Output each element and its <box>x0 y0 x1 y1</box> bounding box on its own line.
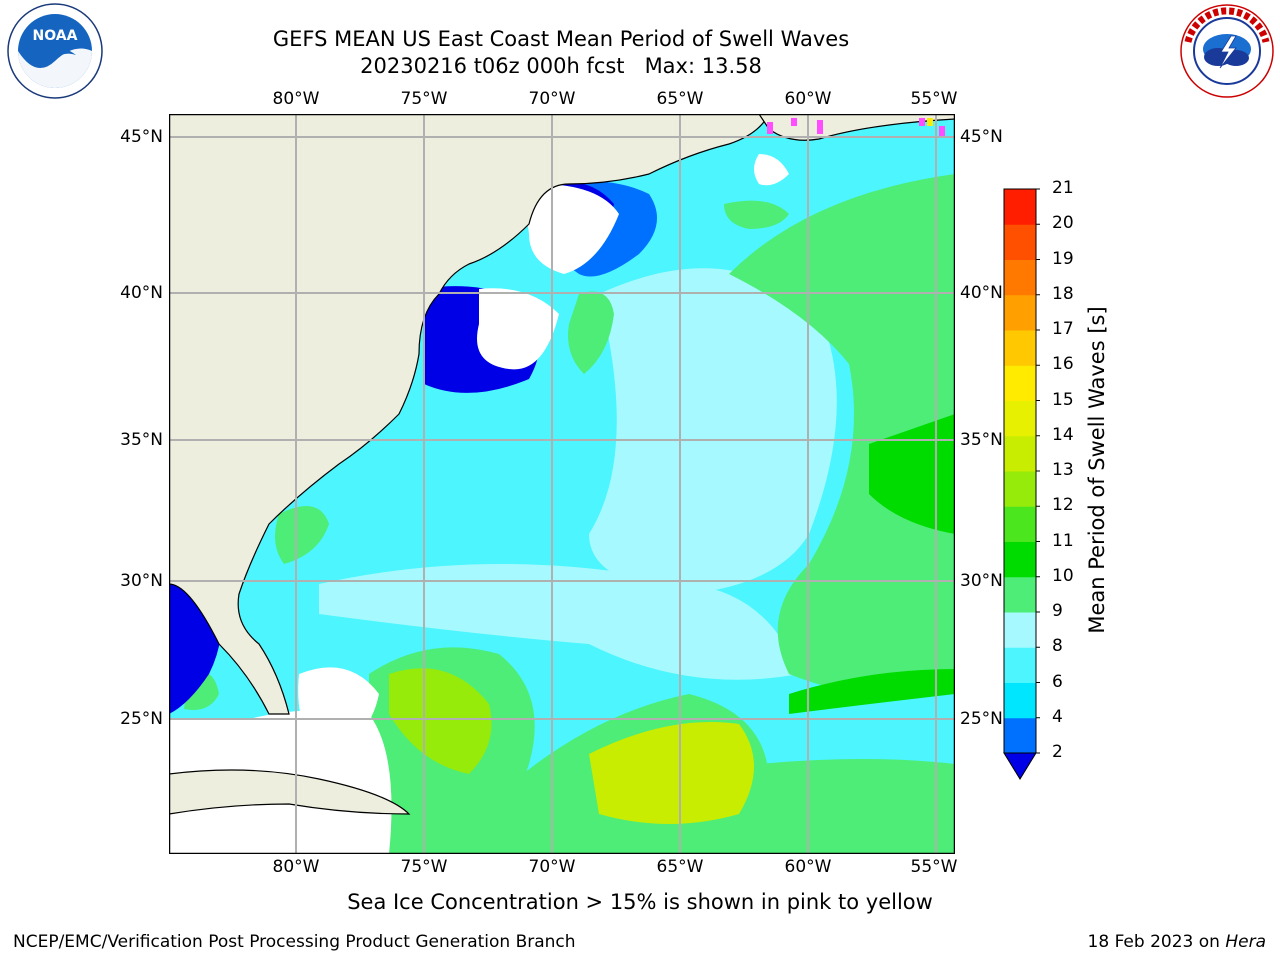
colorbar-tick-label: 17 <box>1052 319 1074 339</box>
footer-credit: NCEP/EMC/Verification Post Processing Pr… <box>13 932 576 952</box>
colorbar-tick-label: 10 <box>1052 565 1074 586</box>
colorbar-segment <box>1004 330 1036 366</box>
lon-label-top: 80°W <box>272 89 320 109</box>
swell-region-13-14s <box>589 722 754 824</box>
colorbar-tick-label: 20 <box>1052 213 1074 234</box>
colorbar-segment <box>1004 294 1036 331</box>
swell-region-9-10s <box>729 174 955 694</box>
colorbar-tick-label: 9 <box>1052 601 1063 621</box>
lon-label-bottom: 65°W <box>656 857 704 877</box>
cuba-land <box>169 769 411 815</box>
colorbar-tick-label: 11 <box>1052 530 1074 551</box>
sea-ice-marker <box>919 118 925 126</box>
colorbar-tick-label: 12 <box>1052 495 1074 516</box>
swell-region-10-11s <box>869 414 955 534</box>
colorbar-tick-label: 16 <box>1052 354 1074 375</box>
map-gridlines <box>169 114 955 854</box>
footer-machine-name: Hera <box>1225 932 1266 952</box>
colorbar-tick-label: 21 <box>1052 178 1074 198</box>
lat-label-right: 35°N <box>960 430 1003 450</box>
sea-ice-marker <box>791 118 797 126</box>
chart-subtitle: 20230216 t06z 000h fcst Max: 13.58 <box>360 54 762 78</box>
sea-ice-marker <box>767 122 773 134</box>
swell-region-12-13s <box>389 668 492 774</box>
colorbar-tick-label: 6 <box>1052 671 1063 692</box>
colorbar-tick-label: 14 <box>1052 424 1074 445</box>
colorbar-tick-label: 8 <box>1052 636 1063 657</box>
lon-label-top: 55°W <box>910 89 958 109</box>
sea-ice-marker <box>927 118 933 126</box>
colorbar-tick-label: 2 <box>1052 742 1063 762</box>
lon-label-bottom: 60°W <box>784 857 832 877</box>
swell-region-9-10s <box>275 506 329 564</box>
lat-label-left: 25°N <box>120 709 163 729</box>
colorbar-segment <box>1004 365 1036 401</box>
colorbar-tick-label: 19 <box>1052 248 1074 269</box>
colorbar-segment <box>1004 576 1036 613</box>
colorbar <box>1003 188 1040 780</box>
lat-label-right: 45°N <box>960 127 1003 147</box>
lon-label-bottom: 75°W <box>400 857 448 877</box>
colorbar-segment <box>1004 612 1036 648</box>
us-east-coast-land <box>169 114 770 715</box>
colorbar-tick-label: 13 <box>1052 460 1074 480</box>
noaa-logo: NOAA <box>7 3 103 99</box>
no-data-region <box>527 184 619 274</box>
no-data-region <box>477 288 559 370</box>
colorbar-segment <box>1004 541 1036 578</box>
swell-region-9-10s <box>759 759 955 854</box>
lat-label-left: 35°N <box>120 430 163 450</box>
noaa-logo-text: NOAA <box>33 28 78 44</box>
no-data-region <box>298 667 379 754</box>
lon-label-top: 60°W <box>784 89 832 109</box>
colorbar-segment <box>1004 259 1036 296</box>
lon-label-top: 65°W <box>656 89 704 109</box>
lat-label-left: 40°N <box>120 283 163 303</box>
map-frame <box>169 114 955 854</box>
lat-label-left: 30°N <box>120 571 163 591</box>
lat-label-right: 25°N <box>960 709 1003 729</box>
colorbar-segment <box>1004 224 1036 260</box>
lon-label-bottom: 55°W <box>910 857 958 877</box>
nws-logo <box>1180 4 1274 98</box>
lat-label-left: 45°N <box>120 127 163 147</box>
colorbar-title: Mean Period of Swell Waves [s] <box>1085 306 1109 634</box>
colorbar-segment <box>1004 189 1036 225</box>
colorbar-segment <box>1004 506 1036 542</box>
footer-date: 18 Feb 2023 on Hera <box>1088 932 1266 952</box>
colorbar-tick-label: 18 <box>1052 283 1074 304</box>
colorbar-segment <box>1004 717 1036 754</box>
colorbar-tick-label: 4 <box>1052 706 1063 727</box>
swell-region-9-10s <box>724 200 789 229</box>
colorbar-segment <box>1004 682 1036 719</box>
lat-label-right: 30°N <box>960 571 1003 591</box>
sea-ice-marker <box>817 120 823 134</box>
colorbar-extension <box>1003 752 1037 780</box>
swell-region-10-11s <box>789 669 955 714</box>
lon-label-bottom: 80°W <box>272 857 320 877</box>
no-data-region <box>754 154 789 186</box>
sea-ice-marker <box>939 126 945 138</box>
map-panel <box>169 114 955 854</box>
chart-title: GEFS MEAN US East Coast Mean Period of S… <box>272 27 850 51</box>
swell-region-9-10s <box>568 291 614 374</box>
footer-date-text: 18 Feb 2023 on <box>1087 932 1226 952</box>
lon-label-bottom: 70°W <box>528 857 576 877</box>
colorbar-segment <box>1004 435 1036 472</box>
colorbar-tick-label: 15 <box>1052 389 1074 410</box>
colorbar-segment <box>1004 647 1036 683</box>
lon-label-top: 70°W <box>528 89 576 109</box>
swell-region-8-9s <box>589 268 837 594</box>
colorbar-segment <box>1004 471 1036 507</box>
lon-label-top: 75°W <box>400 89 448 109</box>
colorbar-segment <box>1004 400 1036 437</box>
lat-label-right: 40°N <box>960 283 1003 303</box>
sea-ice-caption: Sea Ice Concentration > 15% is shown in … <box>347 890 933 914</box>
